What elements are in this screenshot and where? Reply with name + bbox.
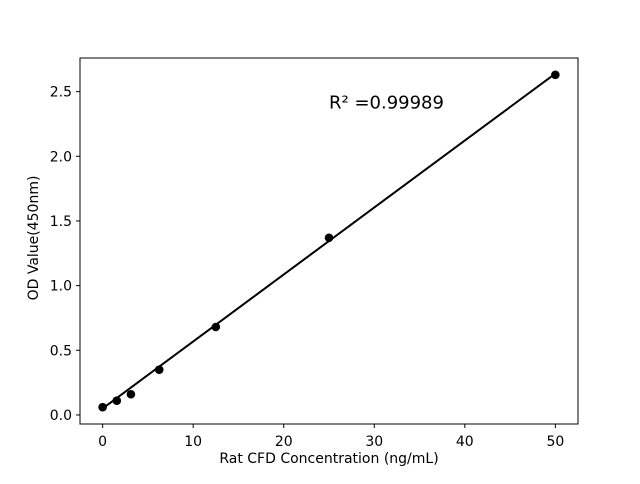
data-point	[112, 396, 122, 406]
r-squared-annotation: R² =0.99989	[329, 92, 444, 113]
data-point	[551, 70, 560, 80]
x-tick-label: 20	[275, 434, 293, 450]
data-point	[324, 233, 334, 243]
x-tick-label: 40	[456, 434, 474, 450]
y-tick-label: 0.0	[50, 408, 72, 424]
y-tick-label: 0.5	[50, 343, 72, 359]
x-axis-ticks: 0 10 20 30 40 50	[98, 424, 564, 450]
y-axis-ticks: 0.0 0.5 1.0 1.5 2.0 2.5	[50, 85, 80, 424]
data-point-series	[98, 70, 560, 412]
x-tick-label: 10	[184, 434, 202, 450]
data-point	[126, 389, 136, 399]
y-axis-label: OD Value(450nm)	[26, 176, 42, 301]
data-point	[211, 322, 221, 332]
x-tick-label: 30	[365, 434, 383, 450]
y-tick-label: 1.5	[50, 214, 72, 230]
x-tick-label: 50	[546, 434, 564, 450]
data-point	[154, 365, 164, 374]
y-tick-label: 2.5	[50, 85, 72, 101]
y-tick-label: 1.0	[50, 279, 72, 295]
x-axis-label: Rat CFD Concentration (ng/mL)	[219, 451, 438, 467]
x-tick-label: 0	[98, 434, 107, 450]
plot-area-spines	[79, 57, 579, 425]
y-tick-label: 2.0	[50, 149, 72, 165]
data-point	[98, 402, 107, 412]
